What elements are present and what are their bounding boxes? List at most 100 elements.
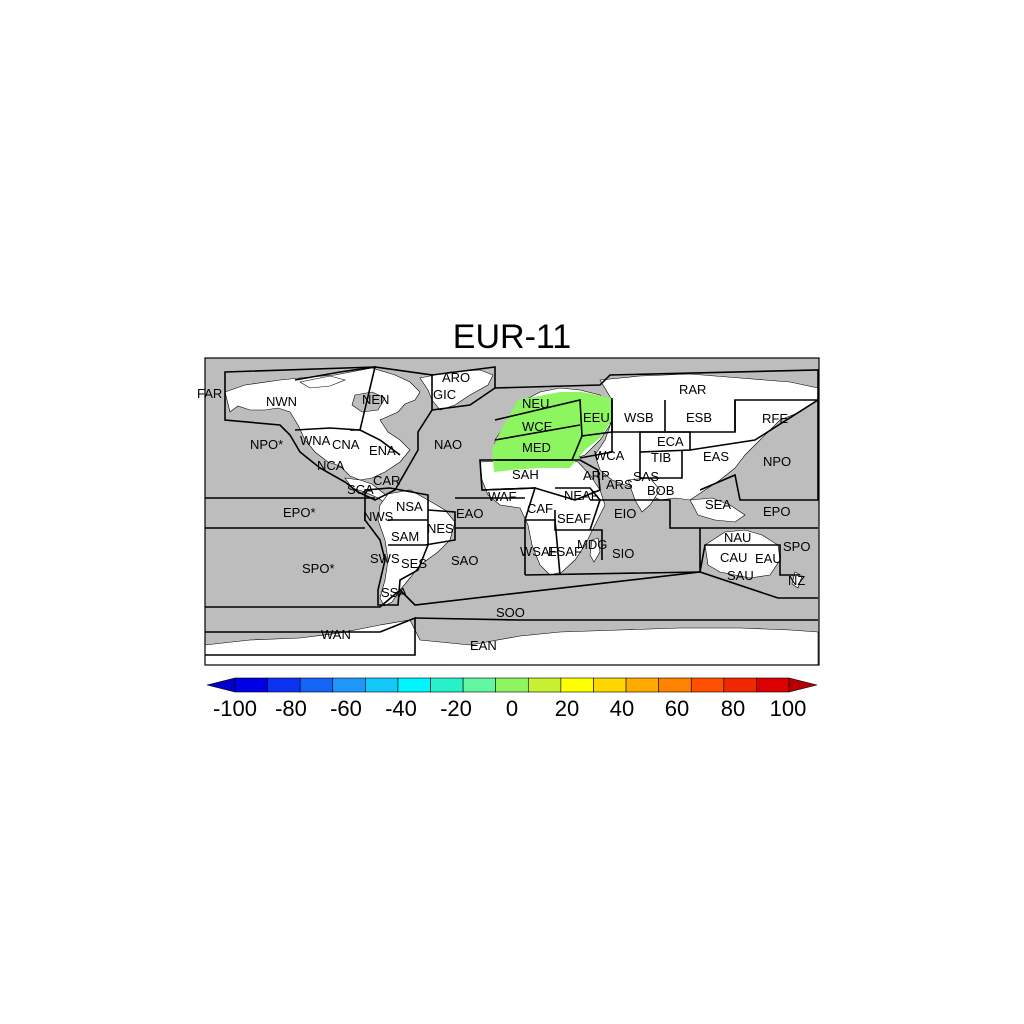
region-label-ssa: SSA [381,585,407,600]
region-label-seaf: SEAF [557,511,591,526]
region-label-nes: NES [427,521,454,536]
region-label-ses: SES [401,556,427,571]
colorbar-box [462,677,497,693]
region-label-tib: TIB [651,450,671,465]
region-label-ean: EAN [470,638,497,653]
region-label-wsaf: WSAF [520,544,558,559]
colorbar-box [756,677,790,693]
colorbar-left-arrow [206,677,236,693]
region-label-eau: EAU [755,551,782,566]
region-label-car: CAR [373,473,400,488]
region-label-rar: RAR [679,382,706,397]
region-label-neu: NEU [522,396,549,411]
region-label-sao: SAO [451,553,478,568]
region-label-bob: BOB [647,483,674,498]
arctic-islands-land [299,375,346,389]
region-label-wce: WCE [522,419,553,434]
colorbar-tick-label: -60 [330,696,362,721]
region-label-arp: ARP [583,468,610,483]
colorbar-box [593,677,627,693]
colorbar-box [658,677,692,693]
region-label-sas: SAS [633,469,659,484]
region-label-spo: SPO [783,539,810,554]
region-label-sea: SEA [705,497,731,512]
boundary-nsa-nes [388,509,456,546]
australia-land [704,529,781,579]
colorbar-tick-label: -20 [440,696,472,721]
colorbar-box [560,677,594,693]
region-label-npo: NPO [763,454,791,469]
colorbar-tick-label: 60 [665,696,689,721]
region-label-wsb: WSB [624,410,654,425]
region-label-eeu: EEU [583,410,610,425]
map-title: EUR-11 [452,318,572,356]
colorbar-tick-label: -100 [213,696,257,721]
region-label-waf: WAF [488,489,516,504]
region-label-rfe: RFE [762,411,788,426]
colorbar-box [723,677,757,693]
colorbar-box [332,677,366,693]
region-label-nsa: NSA [396,499,423,514]
region-label-spo-star: SPO* [302,561,335,576]
region-label-far: FAR [197,386,222,401]
boundary-neu-wce [494,399,583,437]
colorbar-tick-label: 0 [506,696,518,721]
boundary-south-america [364,487,429,606]
colorbar-tick-labels: -100 -80 -60 -40 -20 0 20 40 60 80 100 [213,696,806,721]
boundary-wsb-esb [611,400,736,432]
region-label-npo-star: NPO* [250,437,283,452]
region-label-esb: ESB [686,410,712,425]
region-label-nwn: NWN [266,394,297,409]
madagascar-land [589,537,601,563]
region-label-caf: CAF [527,501,553,516]
colorbar-box [234,677,268,693]
region-labels: FAR NWN NEN ARO GIC NEU RAR WSB ESB RFE … [197,370,810,653]
region-label-cau: CAU [720,550,747,565]
region-label-eio: EIO [614,506,636,521]
region-label-sah: SAH [512,467,539,482]
colorbar-box [397,677,431,693]
colorbar-box [527,677,562,693]
hudson-land [351,391,386,413]
region-label-wca: WCA [594,448,625,463]
region-label-nen: NEN [362,392,389,407]
colorbar-right-arrow [788,677,818,693]
colorbar [206,677,818,693]
asia-land [594,373,819,501]
map-frame [204,357,820,666]
region-label-sws: SWS [370,551,400,566]
region-label-sio: SIO [612,546,634,561]
region-label-eca: ECA [657,434,684,449]
region-label-epo-star: EPO* [283,505,316,520]
region-label-aro: ARO [442,370,470,385]
boundary-north-america [224,366,433,501]
region-label-med: MED [522,440,551,455]
boundary-wna-cna [294,427,401,456]
colorbar-tick-label: -80 [275,696,307,721]
boundary-southern-ocean [205,571,818,608]
region-label-nca: NCA [317,458,345,473]
colorbar-tick-label: 80 [721,696,745,721]
colorbar-box [267,677,301,693]
region-label-gic: GIC [433,387,456,402]
region-label-nau: NAU [724,530,751,545]
region-label-esaf: ESAF [548,544,582,559]
colorbar-tick-label: -40 [385,696,417,721]
eur11-domain-highlight [492,392,612,472]
boundary-wce-med [494,424,581,441]
region-label-sau: SAU [727,568,754,583]
colorbar-box [299,677,334,693]
region-label-eao: EAO [456,506,483,521]
region-label-sca: SCA [347,482,374,497]
region-label-nao: NAO [434,437,462,452]
region-boundaries [204,357,820,666]
region-label-mdg: MDG [577,537,607,552]
boundary-ean [414,617,818,621]
colorbar-tick-label: 40 [610,696,634,721]
region-label-cna: CNA [332,437,360,452]
maritime-asia-land [689,497,746,523]
colorbar-box [495,677,529,693]
boundary-indian-ocean [590,499,818,576]
region-label-eas: EAS [703,449,729,464]
